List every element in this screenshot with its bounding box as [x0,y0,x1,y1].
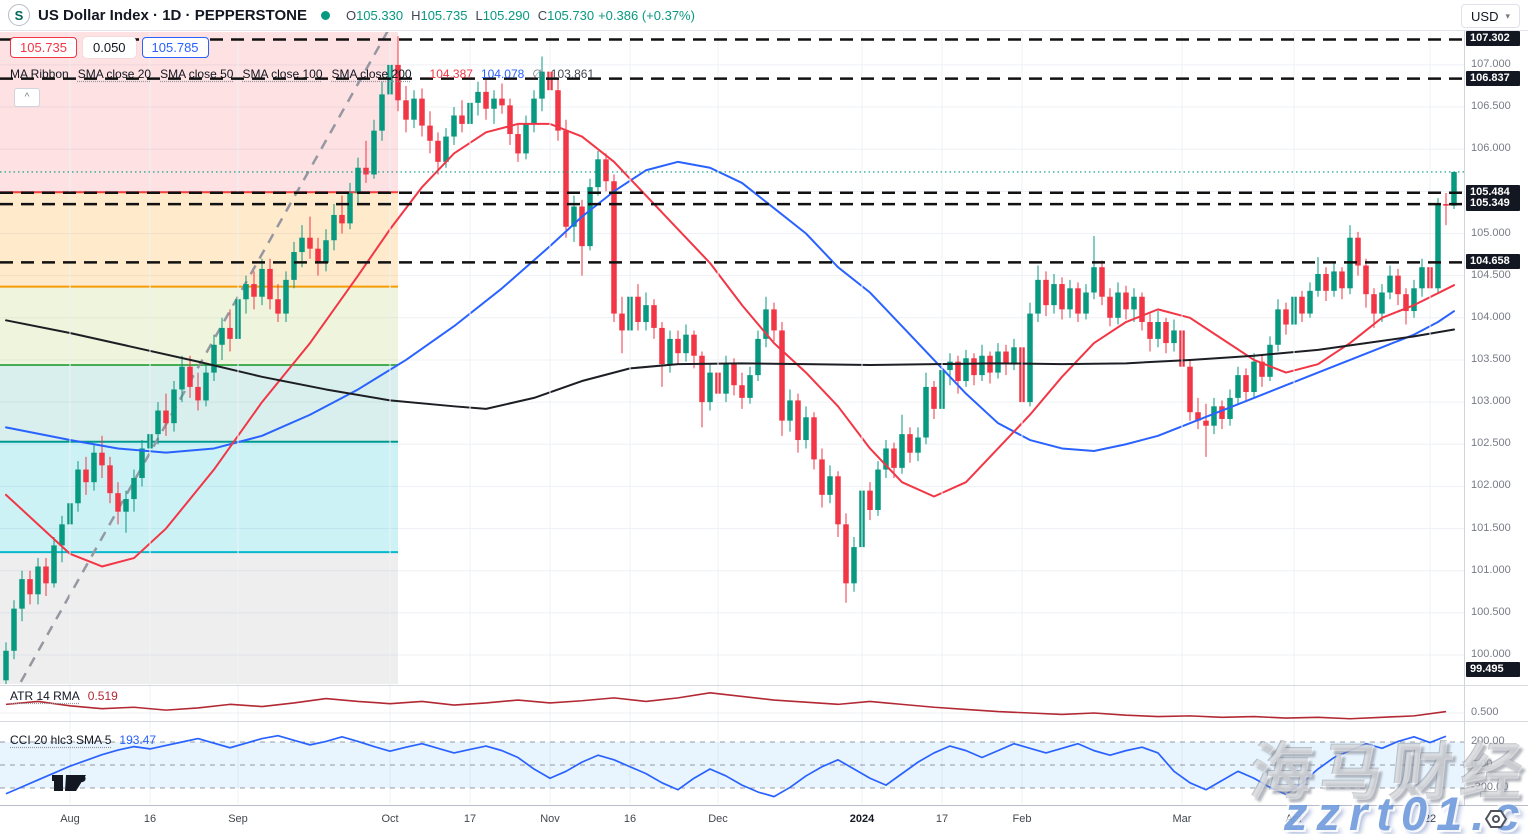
price-tick: 103.500 [1471,353,1511,365]
chevron-down-icon: ▾ [1505,11,1510,22]
time-tick: Nov [540,813,560,825]
close-value: 105.730 [547,8,594,23]
market-status-icon [321,11,330,20]
price-tick: 102.500 [1471,437,1511,449]
low-value: 105.290 [483,8,530,23]
tradingview-logo-icon[interactable] [52,772,132,794]
price-tick: 106.000 [1471,142,1511,154]
price-tick: 104.500 [1471,269,1511,281]
ma-ribbon-value: ∅ [532,67,542,81]
time-tick: 2024 [850,813,874,825]
price-tick: 104.000 [1471,311,1511,323]
cci-title[interactable]: CCI 20 hlc3 SMA 5 [10,733,111,747]
currency-dropdown[interactable]: USD ▾ [1461,4,1520,28]
atr-value: 0.519 [88,689,118,703]
currency-label: USD [1471,9,1498,24]
ma-ribbon-param[interactable]: SMA close 100 [242,67,322,81]
time-tick: 16 [624,813,636,825]
ma-ribbon-param[interactable]: SMA close 50 [160,67,233,81]
time-tick: 17 [936,813,948,825]
time-tick: Dec [708,813,728,825]
low-label: L [475,8,482,23]
atr-tick: 0.500 [1471,706,1499,718]
price-tick: 103.000 [1471,395,1511,407]
ma-ribbon-title[interactable]: MA Ribbon [10,67,69,81]
price-tick: 105.000 [1471,227,1511,239]
ma-ribbon-value: 104.078 [481,67,524,81]
symbol-title[interactable]: US Dollar Index · 1D · PEPPERSTONE [38,7,307,24]
position-tool-widget: 105.735 0.050 105.785 [10,37,209,58]
level-price-label: 107.302 [1466,31,1520,46]
pane-separator[interactable] [0,685,1528,686]
chart-window: S US Dollar Index · 1D · PEPPERSTONE O10… [0,0,1528,834]
price-tick: 101.500 [1471,522,1511,534]
time-tick: Mar [1173,813,1192,825]
position-target-price[interactable]: 105.785 [142,37,209,58]
position-size[interactable]: 0.050 [83,37,136,58]
time-tick: Oct [381,813,398,825]
main-chart-canvas[interactable] [0,0,1528,834]
time-tick: 17 [464,813,476,825]
level-price-label: 104.658 [1466,254,1520,269]
symbol-logo-icon[interactable]: S [8,4,30,26]
price-tick: 100.000 [1471,648,1511,660]
close-label: C [538,8,547,23]
ma-ribbon-param[interactable]: SMA close 200 [332,67,412,81]
ma-ribbon-value: 103.861 [551,67,594,81]
level-price-label: 105.349 [1466,196,1520,211]
time-tick: Feb [1013,813,1032,825]
ma-ribbon-value: 104.387 [430,67,473,81]
cci-legend: CCI 20 hlc3 SMA 5 193.47 [10,733,156,747]
open-label: O [346,8,356,23]
price-tick: 101.000 [1471,564,1511,576]
hexagon-settings-icon[interactable] [1485,809,1507,829]
level-price-label: 99.495 [1466,662,1520,677]
cci-value: 193.47 [119,733,156,747]
time-axis[interactable]: Aug 16 Sep Oct 17 Nov 16 Dec 2024 17 Feb Mar Apr 22 [0,805,1528,834]
level-price-label: 106.837 [1466,71,1520,86]
price-axis[interactable]: 107.000 106.500 106.000 105.000 104.500 104.0… [1464,31,1528,805]
open-value: 105.330 [356,8,403,23]
time-tick: Aug [60,813,80,825]
time-tick: 22 [1424,813,1436,825]
ohlc-readout: O105.330 H105.735 L105.290 C105.730 [346,8,594,23]
price-tick: 106.500 [1471,100,1511,112]
price-tick: 107.000 [1471,58,1511,70]
collapse-legend-button[interactable]: ^ [14,88,40,107]
time-tick: 16 [144,813,156,825]
top-toolbar: S US Dollar Index · 1D · PEPPERSTONE O10… [0,0,1528,31]
price-tick: 102.000 [1471,479,1511,491]
price-tick: 100.500 [1471,606,1511,618]
ma-ribbon-params: SMA close 20 SMA close 50 SMA close 100 SMA… [78,67,421,81]
change-value: +0.386 (+0.37%) [598,8,695,23]
ma-ribbon-values: 104.387 104.078 ∅ 103.861 [430,67,603,81]
position-stop-price[interactable]: 105.735 [10,37,77,58]
time-tick: Sep [228,813,248,825]
cci-tick: -200.00 [1471,781,1508,793]
time-tick: Apr [1285,813,1302,825]
pane-separator[interactable] [0,721,1528,722]
atr-title[interactable]: ATR 14 RMA [10,689,80,703]
ma-ribbon-legend: MA Ribbon SMA close 20 SMA close 50 SMA cl… [10,67,602,81]
high-value: 105.735 [420,8,467,23]
ma-ribbon-param[interactable]: SMA close 20 [78,67,151,81]
cci-tick: 200.00 [1471,735,1505,747]
atr-legend: ATR 14 RMA 0.519 [10,689,118,703]
cci-tick: 0.00 [1471,758,1492,770]
